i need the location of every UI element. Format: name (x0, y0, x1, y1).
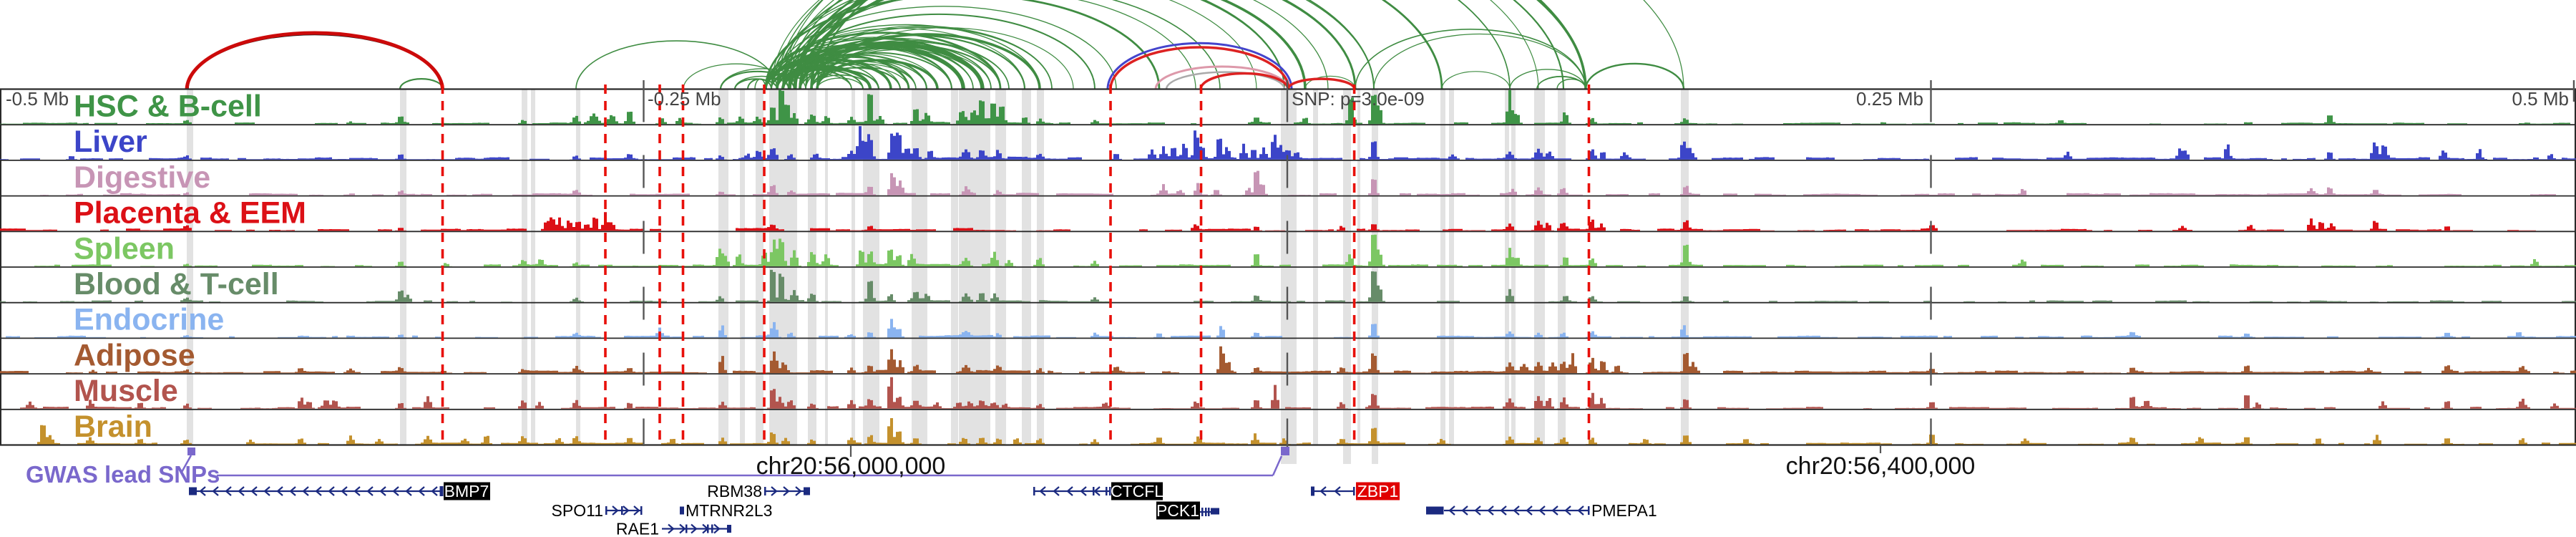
svg-text:0.5 Mb: 0.5 Mb (2512, 88, 2570, 110)
svg-text:Muscle: Muscle (74, 374, 178, 408)
svg-text:Digestive: Digestive (74, 160, 210, 195)
svg-text:PCK1: PCK1 (1156, 501, 1199, 520)
svg-text:-0.25 Mb: -0.25 Mb (648, 88, 721, 110)
svg-text:RBM38: RBM38 (707, 482, 762, 500)
svg-text:Brain: Brain (74, 410, 152, 444)
svg-text:SPO11: SPO11 (552, 501, 603, 520)
svg-text:Endocrine: Endocrine (74, 303, 224, 337)
svg-text:SNP: p=3.0e-09: SNP: p=3.0e-09 (1292, 88, 1425, 110)
svg-text:chr20:56,000,000: chr20:56,000,000 (756, 453, 946, 480)
svg-text:-0.5 Mb: -0.5 Mb (6, 88, 69, 110)
svg-text:Adipose: Adipose (74, 338, 195, 372)
svg-text:RAE1: RAE1 (616, 520, 659, 537)
svg-text:chr20:56,400,000: chr20:56,400,000 (1786, 453, 1976, 480)
svg-text:Placenta & EEM: Placenta & EEM (74, 196, 306, 231)
svg-text:Liver: Liver (74, 125, 147, 159)
svg-text:GWAS lead SNPs: GWAS lead SNPs (26, 461, 220, 488)
svg-text:CTCFL: CTCFL (1111, 482, 1163, 500)
svg-text:HSC & B-cell: HSC & B-cell (74, 90, 262, 124)
svg-text:Blood & T-cell: Blood & T-cell (74, 267, 279, 301)
svg-text:BMP7: BMP7 (444, 482, 489, 500)
svg-text:0.25 Mb: 0.25 Mb (1856, 88, 1923, 110)
svg-text:PMEPA1: PMEPA1 (1591, 501, 1657, 520)
svg-text:ZBP1: ZBP1 (1357, 482, 1399, 500)
svg-text:Spleen: Spleen (74, 231, 175, 266)
svg-text:MTRNR2L3: MTRNR2L3 (686, 501, 772, 520)
